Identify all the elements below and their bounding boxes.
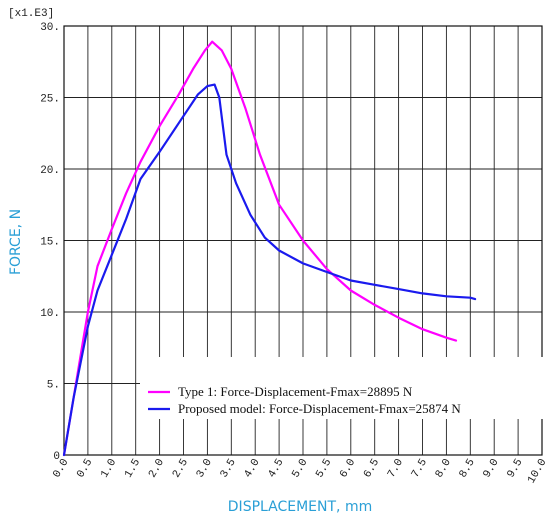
y-axis-title: FORCE, N — [8, 209, 24, 275]
x-tick-label: 4.0 — [242, 457, 262, 480]
y-tick-labels: 0 5. 10. 15. 20. 25. 30. — [40, 22, 60, 463]
legend-label-series-2: Proposed model: Force-Displacement-Fmax=… — [178, 401, 461, 416]
x-tick-label: 6.0 — [338, 457, 358, 480]
x-tick-label: 2.5 — [171, 457, 191, 480]
y-tick-label: 0 — [53, 451, 60, 463]
x-tick-label: 3.0 — [195, 457, 215, 480]
axes — [63, 25, 543, 456]
series-lines — [62, 40, 477, 457]
series-line-2 — [62, 83, 477, 457]
x-tick-label: 7.0 — [386, 457, 406, 480]
x-tick-label: 9.0 — [481, 457, 501, 480]
x-tick-label: 4.5 — [266, 457, 286, 480]
x-tick-label: 1.0 — [99, 457, 119, 480]
x-tick-labels: 0.0 0.5 1.0 1.5 2.0 2.5 3.0 3.5 4.0 4.5 5.0 5.5 6.0 6… — [51, 457, 549, 486]
plot-frame — [63, 25, 543, 456]
x-tick-label: 3.5 — [218, 457, 238, 480]
legend: Type 1: Force-Displacement-Fmax=28895 N … — [140, 357, 548, 419]
x-tick-label: 8.0 — [434, 457, 454, 480]
y-tick-label: 30. — [40, 22, 60, 34]
legend-label-series-1: Type 1: Force-Displacement-Fmax=28895 N — [178, 384, 413, 399]
y-tick-label: 5. — [47, 380, 60, 392]
x-tick-label: 6.5 — [362, 457, 382, 480]
legend-background — [140, 357, 548, 419]
x-tick-label: 1.5 — [123, 457, 143, 480]
x-tick-label: 0.5 — [75, 457, 95, 480]
x-tick-label: 7.5 — [410, 457, 430, 480]
y-tick-label: 10. — [40, 308, 60, 320]
y-tick-label: 15. — [40, 237, 60, 249]
x-tick-label: 10.0 — [526, 457, 550, 486]
x-tick-label: 5.0 — [290, 457, 310, 480]
x-axis-title: DISPLACEMENT, mm — [228, 499, 372, 515]
series-line-1 — [62, 40, 458, 457]
y-tick-label: 25. — [40, 94, 60, 106]
x-tick-label: 9.5 — [505, 457, 525, 480]
y-tick-label: 20. — [40, 165, 60, 177]
x-tick-label: 5.5 — [314, 457, 334, 480]
x-tick-label: 2.0 — [147, 457, 167, 480]
y-scale-note: [x1.E3] — [8, 8, 54, 20]
x-tick-label: 8.5 — [457, 457, 477, 480]
